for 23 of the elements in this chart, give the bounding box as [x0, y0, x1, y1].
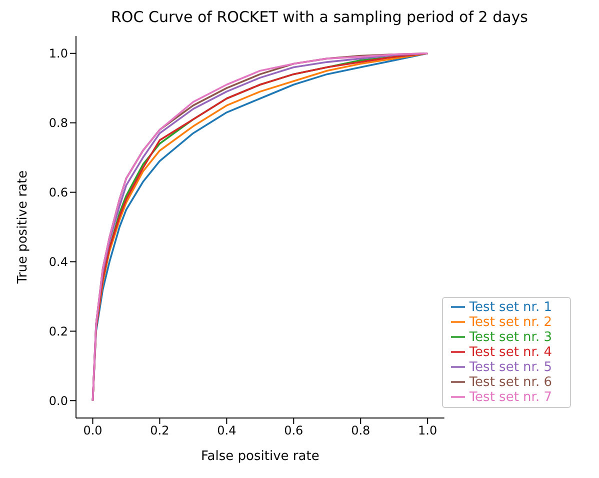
legend-label: Test set nr. 5: [469, 360, 552, 375]
x-tick-label: 0.2: [150, 424, 170, 438]
y-tick-label: 0.6: [48, 186, 68, 200]
legend-label: Test set nr. 4: [469, 345, 552, 360]
x-tick-label: 0.6: [284, 424, 304, 438]
y-axis-title: True positive rate: [16, 170, 31, 285]
y-tick-label: 0.0: [48, 394, 68, 408]
line-series: [92, 52, 428, 402]
legend-label: Test set nr. 3: [469, 330, 552, 345]
x-tick-label: 0.0: [83, 424, 102, 438]
y-tick-label: 0.2: [48, 324, 68, 338]
y-tick-label: 0.8: [48, 116, 68, 130]
x-tick-label: 1.0: [418, 424, 438, 438]
y-tick-label: 0.4: [48, 254, 68, 269]
legend-label: Test set nr. 2: [469, 315, 552, 330]
x-axis-title: False positive rate: [201, 449, 320, 464]
x-tick-label: 0.4: [217, 424, 236, 438]
legend-label: Test set nr. 1: [469, 300, 552, 315]
legend-label: Test set nr. 7: [469, 390, 552, 405]
legend-label: Test set nr. 6: [469, 375, 552, 390]
chart-title: ROC Curve of ROCKET with a sampling period of 2 days: [110, 8, 529, 28]
x-tick-label: 0.8: [351, 424, 370, 438]
y-tick-label: 1.0: [48, 46, 68, 61]
